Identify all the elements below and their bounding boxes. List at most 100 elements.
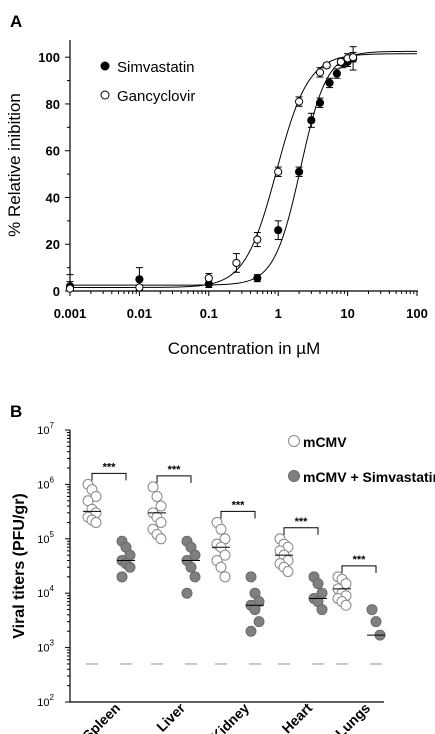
mcmv-simvastatin-point bbox=[181, 587, 193, 599]
panel-b-y-tick-label: 104 bbox=[37, 584, 54, 600]
panel-b-significance-brackets: *** *** *** *** *** bbox=[91, 461, 377, 573]
mcmv-simvastatin-point bbox=[253, 616, 265, 628]
mcmv-simvastatin-point bbox=[124, 561, 136, 573]
mcmv-point bbox=[155, 516, 167, 528]
mcmv-point bbox=[155, 533, 167, 545]
panel-a-y-axis-title: % Relative inibition bbox=[5, 93, 24, 237]
fit-curve-simvastatin bbox=[70, 50, 417, 286]
gancyclovir-point bbox=[294, 97, 304, 106]
category-label: Lungs bbox=[332, 700, 373, 734]
category-label: Kidney bbox=[208, 700, 252, 734]
significance-bracket bbox=[91, 472, 127, 481]
panel-a-x-tick-label: 100 bbox=[406, 306, 428, 321]
panel-b-median-lines bbox=[83, 510, 385, 636]
panel-b-legend: mCMV mCMV + Simvastatin bbox=[288, 434, 435, 485]
significance-bracket bbox=[283, 527, 319, 535]
panel-a-letter: A bbox=[10, 12, 22, 31]
panel-b-letter: B bbox=[10, 402, 22, 421]
gancyclovir-point bbox=[65, 284, 75, 293]
mcmv-simvastatin-point bbox=[245, 571, 257, 583]
gancyclovir-point bbox=[336, 57, 345, 66]
simvastatin-point bbox=[135, 275, 144, 284]
panel-a-error-bars bbox=[66, 46, 357, 292]
simvastatin-point bbox=[274, 226, 283, 235]
panel-a-y-tick-label: 20 bbox=[46, 237, 60, 252]
simvastatin-point bbox=[332, 69, 341, 78]
panel-a-data-points bbox=[65, 53, 358, 293]
panel-b-y-ticks: 102 103 104 105 106 107 bbox=[37, 421, 70, 709]
panel-a-x-ticks: 0.001 0.01 0.1 1 10 100 bbox=[54, 291, 428, 321]
mcmv-point bbox=[90, 516, 102, 528]
mcmv-point bbox=[219, 571, 231, 583]
panel-a-x-tick-label: 10 bbox=[340, 306, 354, 321]
significance-bracket bbox=[220, 510, 256, 519]
legend-gancyclovir-label: Gancyclovir bbox=[117, 88, 195, 105]
panel-b-category-labels: Spleen Liver Kidney Heart Lungs bbox=[79, 699, 373, 734]
significance-label: *** bbox=[353, 554, 367, 566]
mcmv-simvastatin-point bbox=[245, 625, 257, 637]
gancyclovir-point bbox=[232, 258, 241, 268]
simvastatin-point bbox=[294, 167, 304, 176]
panel-a-y-tick-label: 80 bbox=[46, 97, 60, 112]
gancyclovir-point bbox=[135, 283, 144, 292]
gancyclovir-point bbox=[204, 274, 213, 283]
category-label: Liver bbox=[153, 699, 188, 734]
panel-a-y-tick-label: 0 bbox=[53, 284, 60, 299]
significance-label: *** bbox=[168, 464, 182, 476]
mcmv-simvastatin-point bbox=[366, 604, 378, 616]
legend-mcmv-simvastatin-marker bbox=[288, 470, 300, 482]
legend-gancyclovir-marker bbox=[100, 90, 110, 100]
significance-label: *** bbox=[103, 461, 117, 473]
mcmv-simvastatin-point bbox=[189, 571, 201, 583]
panel-a-x-tick-label: 0.001 bbox=[54, 306, 87, 321]
panel-b-y-tick-label: 103 bbox=[37, 639, 54, 655]
category-label: Spleen bbox=[79, 700, 123, 734]
significance-label: *** bbox=[295, 516, 309, 528]
panel-b-y-tick-label: 107 bbox=[37, 421, 54, 437]
category-label: Heart bbox=[278, 700, 315, 734]
panel-a-legend: Simvastatin Gancyclovir bbox=[100, 59, 195, 105]
panel-a-y-ticks: 0 20 40 60 80 100 bbox=[38, 50, 70, 299]
mcmv-point bbox=[219, 549, 231, 561]
significance-bracket bbox=[156, 475, 192, 483]
panel-a-chart: A 0.001 0.01 0.1 1 10 100 0 20 40 60 80 100 Concen… bbox=[5, 12, 428, 358]
mcmv-simvastatin-point bbox=[312, 578, 324, 590]
panel-b-y-tick-label: 105 bbox=[37, 530, 54, 546]
mcmv-point bbox=[215, 523, 227, 535]
panel-b-y-axis-title: Viral titers (PFU/gr) bbox=[11, 493, 28, 639]
simvastatin-point bbox=[307, 116, 316, 125]
mcmv-point bbox=[155, 500, 167, 512]
mcmv-simvastatin-point bbox=[185, 561, 197, 573]
legend-mcmv-simvastatin-label: mCMV + Simvastatin bbox=[303, 469, 435, 485]
significance-label: *** bbox=[232, 499, 246, 511]
gancyclovir-point bbox=[274, 167, 283, 176]
panel-a-x-axis-title: Concentration in µM bbox=[168, 339, 320, 358]
gancyclovir-point bbox=[315, 68, 325, 77]
gancyclovir-point bbox=[348, 53, 358, 62]
mcmv-simvastatin-point bbox=[116, 571, 128, 583]
panel-a-fit-curves bbox=[70, 50, 417, 288]
fit-curve-gancyclovir bbox=[70, 53, 417, 288]
legend-simvastatin-marker bbox=[100, 61, 110, 71]
mcmv-simvastatin-point bbox=[370, 616, 382, 628]
panel-a-x-tick-label: 1 bbox=[275, 306, 282, 321]
mcmv-point bbox=[215, 561, 227, 573]
significance-bracket bbox=[341, 565, 377, 573]
simvastatin-point bbox=[253, 274, 262, 283]
mcmv-simvastatin-point bbox=[316, 604, 328, 616]
panel-a-y-tick-label: 40 bbox=[46, 190, 60, 205]
mcmv-point bbox=[151, 490, 163, 502]
simvastatin-point bbox=[315, 98, 325, 107]
legend-simvastatin-label: Simvastatin bbox=[117, 59, 195, 76]
panel-a-y-tick-label: 100 bbox=[38, 50, 60, 65]
panel-b-chart: B 102 103 104 105 106 107 Spleen Liver Kidney He… bbox=[10, 402, 435, 734]
mcmv-point bbox=[340, 599, 352, 611]
panel-b-y-tick-label: 102 bbox=[37, 693, 54, 709]
gancyclovir-point bbox=[253, 235, 262, 244]
gancyclovir-point bbox=[322, 61, 331, 70]
mcmv-simvastatin-point bbox=[249, 604, 261, 616]
mcmv-point bbox=[282, 566, 294, 578]
panel-a-y-tick-label: 60 bbox=[46, 144, 60, 159]
panel-b-y-tick-label: 106 bbox=[37, 475, 54, 491]
